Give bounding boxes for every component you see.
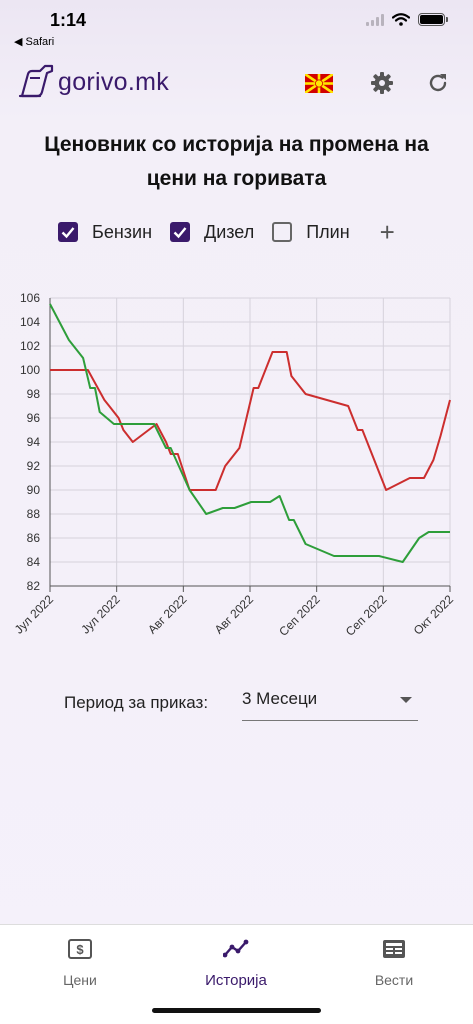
x-tick-label: Авг 2022 [145, 592, 190, 637]
x-tick-label: Окт 2022 [411, 592, 457, 638]
newspaper-icon [383, 940, 405, 958]
status-time: 1:14 [50, 10, 87, 30]
tab-prices[interactable]: $ Цени [10, 937, 150, 988]
lpg-label: Плин [306, 221, 350, 242]
filter-petrol[interactable]: Бензин [58, 222, 152, 243]
filter-lpg[interactable]: Плин [272, 221, 350, 243]
price-tag-icon: $ [68, 939, 92, 959]
page-title-line-2: цени на горивата [146, 167, 327, 190]
wifi-icon [392, 13, 410, 26]
period-selector: Период за приказ: 3 Месеци [64, 683, 418, 723]
page-title-line-1: Ценовник со историја на промена на [44, 133, 429, 156]
app-logo: gorivo.mk [16, 62, 169, 102]
home-indicator [152, 1008, 321, 1013]
tab-history-label: Историја [205, 972, 267, 989]
check-icon [173, 227, 187, 239]
y-tick-label: 102 [20, 339, 40, 353]
y-tick-label: 92 [27, 459, 41, 473]
app-header: gorivo.mk [0, 58, 473, 108]
lpg-checkbox[interactable] [272, 222, 293, 242]
filter-diesel[interactable]: Дизел [170, 222, 254, 243]
period-label: Период за приказ: [64, 693, 209, 712]
x-tick-label: Авг 2022 [212, 592, 257, 637]
check-icon [61, 227, 75, 239]
petrol-price-line [50, 351, 451, 491]
y-tick-label: 88 [27, 507, 41, 521]
signal-icon [366, 13, 384, 26]
petrol-label: Бензин [92, 221, 153, 242]
fuel-filters: Бензин Дизел Плин + [58, 218, 395, 246]
chevron-down-icon [400, 697, 412, 703]
y-tick-label: 106 [20, 291, 40, 305]
line-chart-icon [222, 939, 249, 958]
tab-news-label: Вести [374, 972, 414, 988]
fuel-pump-logo-icon [18, 64, 54, 98]
tab-history[interactable]: Историја [166, 937, 306, 989]
y-tick-label: 90 [27, 483, 41, 497]
back-to-safari-link[interactable]: ◀ Safari [14, 36, 55, 48]
period-value: 3 Месеци [242, 689, 318, 708]
x-tick-label: Јул 2022 [12, 592, 57, 637]
price-history-chart: 82 84 86 88 90 92 94 96 98 100 102 104 106 Јул 2022 Ју… [12, 291, 457, 639]
settings-gear-icon[interactable] [370, 71, 394, 95]
x-tick-label: Сеп 2022 [276, 592, 323, 639]
x-tick-label: Јул 2022 [78, 592, 123, 637]
bottom-tab-bar: $ Цени Историја Вести [0, 924, 473, 1024]
diesel-checkbox[interactable] [170, 222, 191, 242]
y-tick-label: 96 [27, 411, 41, 425]
status-bar: 1:14 ◀ Safari [0, 0, 473, 50]
petrol-checkbox[interactable] [58, 222, 78, 242]
status-icons [366, 13, 448, 26]
battery-icon [418, 13, 448, 26]
page-title: Ценовник со историја на промена на цени … [20, 128, 453, 196]
macedonia-flag-icon[interactable] [305, 74, 333, 93]
diesel-price-line [49, 303, 450, 563]
tab-prices-label: Цени [63, 972, 97, 988]
svg-text:$: $ [76, 942, 84, 957]
y-tick-label: 84 [27, 555, 41, 569]
period-dropdown[interactable]: 3 Месеци [242, 683, 418, 721]
y-tick-label: 104 [20, 315, 40, 329]
refresh-icon[interactable] [426, 71, 450, 95]
y-tick-label: 100 [20, 363, 40, 377]
y-tick-label: 86 [27, 531, 41, 545]
add-fuel-button[interactable]: + [379, 217, 395, 247]
y-tick-label: 94 [27, 435, 41, 449]
y-tick-label: 98 [27, 387, 41, 401]
tab-news[interactable]: Вести [324, 937, 464, 988]
x-tick-label: Сеп 2022 [343, 592, 390, 639]
diesel-label: Дизел [204, 221, 255, 242]
logo-text: gorivo.mk [58, 67, 170, 96]
y-tick-label: 82 [27, 579, 41, 593]
